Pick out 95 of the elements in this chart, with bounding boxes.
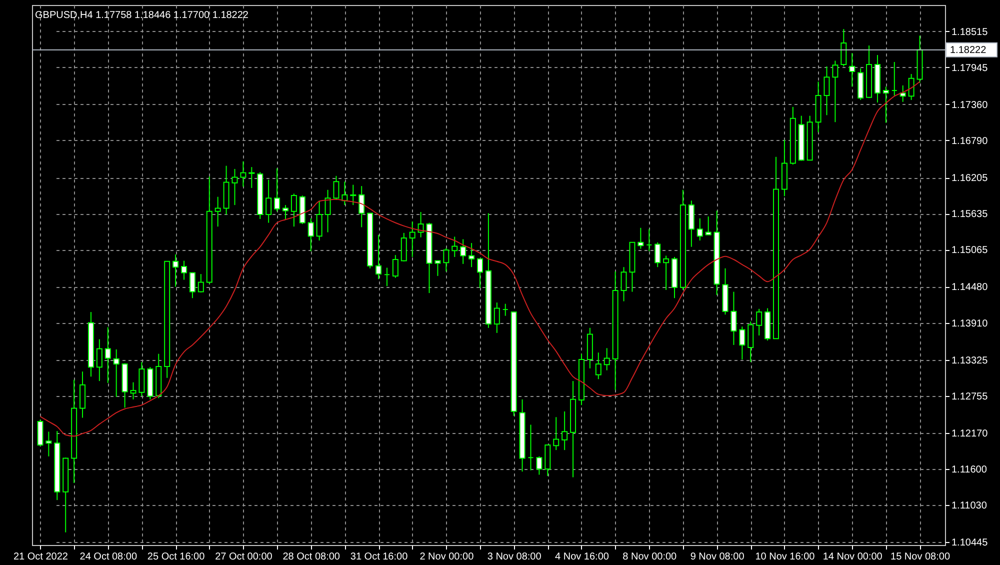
y-tick-label: 1.17945 <box>952 62 988 74</box>
candlestick <box>705 216 712 236</box>
candlestick <box>840 28 847 67</box>
x-tick-label: 9 Nov 08:00 <box>690 552 745 562</box>
candlestick <box>502 303 508 316</box>
x-tick-label: 27 Oct 00:00 <box>215 552 273 562</box>
y-tick-label: 1.16205 <box>952 173 988 184</box>
x-tick-label: 3 Nov 08:00 <box>487 552 542 562</box>
y-tick-label: 1.11600 <box>952 464 988 476</box>
candlestick <box>562 410 568 451</box>
candlestick <box>282 204 288 220</box>
candlestick <box>460 238 466 264</box>
candlestick <box>46 431 52 457</box>
candlestick <box>663 255 670 290</box>
candlestick <box>434 260 441 276</box>
candlestick <box>181 260 187 280</box>
candlestick <box>418 212 424 238</box>
candlestick <box>80 371 86 418</box>
candlestick <box>477 258 483 288</box>
candlestick <box>172 254 179 288</box>
candlestick <box>452 236 458 258</box>
candlestick <box>189 272 196 299</box>
candlestick <box>494 302 500 334</box>
candlestick <box>104 326 111 384</box>
candlestick <box>891 61 898 96</box>
candlestick <box>37 419 44 447</box>
candlestick <box>654 242 661 268</box>
y-tick-label: 1.13910 <box>952 318 988 330</box>
candlestick <box>392 254 398 278</box>
candlestick <box>696 218 703 241</box>
x-tick-label: 25 Oct 16:00 <box>147 552 206 562</box>
y-tick-label: 1.10445 <box>952 538 988 549</box>
candlestick <box>274 168 280 212</box>
y-tick-label: 1.15635 <box>952 209 988 220</box>
candlestick <box>849 52 856 88</box>
candlestick <box>468 242 475 268</box>
candlestick <box>232 168 238 206</box>
candlestick <box>198 274 204 293</box>
candlestick <box>266 179 272 224</box>
x-tick-label: 10 Nov 16:00 <box>755 552 816 562</box>
candlestick <box>536 456 542 476</box>
y-tick-label: 1.11030 <box>952 500 988 512</box>
x-tick-label: 2 Nov 00:00 <box>420 552 474 562</box>
ref-line-label: 1.18222 <box>950 44 987 56</box>
candlestick <box>553 416 560 451</box>
candlestick <box>324 189 331 233</box>
candlestick <box>882 86 889 124</box>
y-tick-label: 1.15065 <box>952 245 988 256</box>
candlestick <box>638 227 644 250</box>
candlestick <box>248 166 255 188</box>
candlestick <box>604 348 610 371</box>
candlestick <box>240 160 246 188</box>
x-tick-label: 21 Oct 2022 <box>13 552 68 562</box>
candlestick <box>358 186 365 228</box>
candlestick <box>290 193 297 228</box>
candlestick <box>748 321 754 363</box>
candlestick <box>595 352 602 380</box>
candlestick <box>308 218 314 252</box>
y-tick-label: 1.17360 <box>952 100 988 111</box>
x-tick-label: 28 Oct 08:00 <box>282 552 340 562</box>
candlestick <box>832 60 838 123</box>
candlestick <box>824 66 830 116</box>
candlestick <box>620 266 627 302</box>
candlestick <box>528 424 534 471</box>
candlestick <box>96 338 102 382</box>
candlestick <box>409 221 416 258</box>
candlestick <box>384 267 390 287</box>
y-tick-label: 1.13325 <box>952 355 988 366</box>
candlestick <box>214 196 221 228</box>
x-tick-label: 14 Nov 00:00 <box>822 552 883 562</box>
candlestick <box>400 232 407 262</box>
candlestick <box>130 382 136 400</box>
candlestick <box>113 348 120 398</box>
x-tick-label: 15 Nov 08:00 <box>890 552 950 562</box>
x-tick-label: 24 Oct 08:00 <box>80 552 138 562</box>
y-tick-label: 1.18515 <box>952 26 988 38</box>
candlestick <box>333 175 340 200</box>
candlestick <box>443 248 450 272</box>
candlestick <box>908 74 914 100</box>
y-tick-label: 1.12170 <box>952 428 988 440</box>
candlestick <box>376 234 382 280</box>
candlestick <box>350 184 356 206</box>
candlestick <box>730 291 737 346</box>
x-tick-label: 8 Nov 00:00 <box>622 552 678 562</box>
y-tick-label: 1.14480 <box>952 282 988 294</box>
y-tick-label: 1.16790 <box>952 136 988 147</box>
x-tick-label: 31 Oct 16:00 <box>350 552 408 562</box>
candlestick <box>756 308 762 336</box>
text: GBPUSD,H4 1.17758 1.18446 1.17700 1.18222 <box>35 10 249 21</box>
candlestick <box>138 362 145 397</box>
candlestick <box>646 228 652 252</box>
candlestick <box>316 200 322 241</box>
y-tick-label: 1.12755 <box>952 391 988 402</box>
candlestick <box>739 326 746 360</box>
x-tick-label: 4 Nov 16:00 <box>555 552 610 562</box>
